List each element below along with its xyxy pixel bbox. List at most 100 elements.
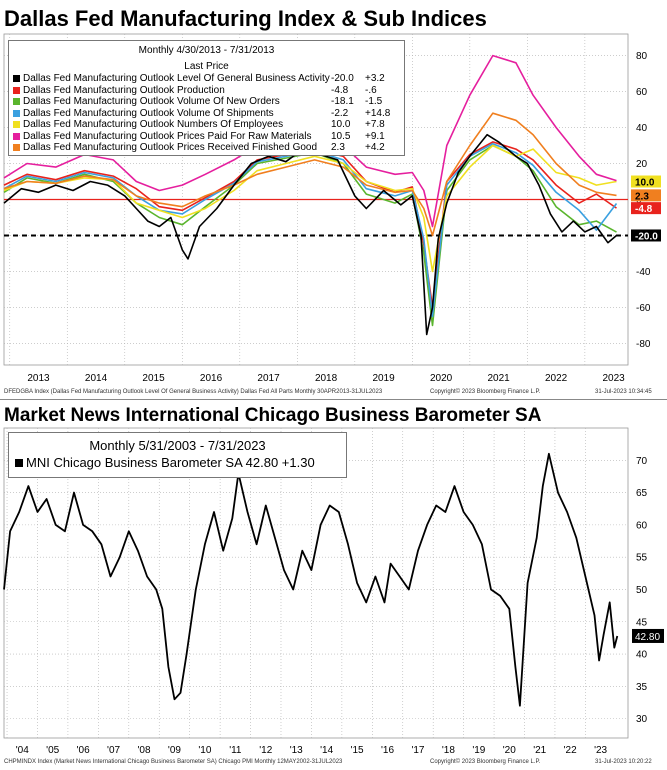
y-tick-label: 60 <box>636 520 648 531</box>
y-tick-label: 55 <box>636 553 648 564</box>
chart-footer-source: DFEDGBA Index (Dallas Fed Manufacturing … <box>4 389 383 395</box>
legend-entry: Dallas Fed Manufacturing Outlook Prices … <box>9 142 404 154</box>
series-line <box>3 112 617 237</box>
y-tick-label: -40 <box>636 267 651 278</box>
y-tick-label: 40 <box>636 123 648 134</box>
legend-entry: Dallas Fed Manufacturing Outlook Product… <box>9 85 404 97</box>
legend-change-value: +14.8 <box>365 107 391 119</box>
x-tick-label: '14 <box>320 745 333 756</box>
legend-entry: Dallas Fed Manufacturing Outlook Prices … <box>9 131 404 143</box>
last-value-tag-box <box>632 628 664 643</box>
chart-footer-source: CHPMINDX Index (Market News Internationa… <box>4 759 343 765</box>
y-tick-label: 45 <box>636 617 648 628</box>
legend-swatch <box>13 98 20 105</box>
x-tick-label: '06 <box>77 745 90 756</box>
x-tick-label: '20 <box>503 745 516 756</box>
legend-swatch <box>13 132 20 140</box>
dallas-fed-panel: Dallas Fed Manufacturing Index & Sub Ind… <box>3 6 661 395</box>
legend-swatch <box>15 459 23 467</box>
legend-last-value: -4.8 <box>331 84 349 96</box>
x-tick-label: 2021 <box>487 373 510 384</box>
legend-series-name: Dallas Fed Manufacturing Outlook Volume … <box>23 96 280 107</box>
legend-change-value: +9.1 <box>365 130 385 142</box>
legend-entry: MNI Chicago Business Barometer SA 42.80 … <box>9 454 346 472</box>
x-tick-label: '17 <box>411 745 424 756</box>
legend-change-value: +3.2 <box>365 73 385 84</box>
x-tick-label: '10 <box>198 745 211 756</box>
x-tick-label: 2018 <box>315 373 338 384</box>
x-tick-label: 2017 <box>257 373 280 384</box>
last-value-tag-text: -20.0 <box>635 231 658 242</box>
chart-title: Market News International Chicago Busine… <box>4 405 542 426</box>
last-value-tag-box <box>631 229 661 242</box>
legend-entry: Dallas Fed Manufacturing Outlook Volume … <box>9 96 404 108</box>
x-tick-label: '13 <box>290 745 303 756</box>
last-value-tag-text: -4.8 <box>635 204 653 215</box>
legend-last-value: 10.0 <box>331 119 351 130</box>
last-value-tag-box <box>631 175 661 188</box>
y-tick-label: -80 <box>636 339 651 350</box>
legend-series-name: Dallas Fed Manufacturing Outlook Prices … <box>23 130 312 142</box>
x-tick-label: 2015 <box>142 373 165 384</box>
legend-last-value: -18.1 <box>331 96 354 107</box>
legend-swatch <box>13 109 20 117</box>
x-tick-label: '19 <box>472 745 485 756</box>
legend-entry: Dallas Fed Manufacturing Outlook Numbers… <box>9 119 404 131</box>
legend-entry: Dallas Fed Manufacturing Outlook Volume … <box>9 108 404 120</box>
legend-change-value: +4.2 <box>365 142 385 153</box>
last-value-tag-text: 10.0 <box>635 178 655 189</box>
legend-last-value: -2.2 <box>331 107 349 119</box>
x-tick-label: '08 <box>137 745 150 756</box>
x-tick-label: '16 <box>381 745 394 756</box>
series-line <box>3 133 618 336</box>
chart-legend: Monthly 5/31/2003 - 7/31/2023 MNI Chicag… <box>8 432 347 478</box>
x-tick-label: '23 <box>594 745 607 756</box>
legend-change-value: -1.5 <box>365 96 383 107</box>
y-tick-label: 30 <box>636 714 648 725</box>
chart-footer-timestamp: 31-Jul-2023 10:34:45 <box>595 389 652 395</box>
last-value-tag: -4.8 <box>631 202 661 215</box>
chicago-pmi-panel: Market News International Chicago Busine… <box>0 399 667 770</box>
y-tick-label: 70 <box>636 456 648 467</box>
y-tick-label: 20 <box>636 159 648 170</box>
legend-last-value: 2.3 <box>331 142 345 153</box>
y-tick-label: 50 <box>636 585 648 596</box>
legend-series-name: Dallas Fed Manufacturing Outlook Prices … <box>23 142 318 153</box>
last-value-tag: 42.80 <box>632 628 664 643</box>
x-tick-label: '18 <box>442 745 455 756</box>
legend-swatch <box>13 86 20 94</box>
chart-footer-timestamp: 31-Jul-2023 10:20:22 <box>595 759 652 765</box>
last-value-tag-box <box>631 189 661 202</box>
chart-footer-copyright: Copyright© 2023 Bloomberg Finance L.P. <box>430 389 541 395</box>
legend-series-name: Dallas Fed Manufacturing Outlook Volume … <box>23 107 274 119</box>
legend-series-name: Dallas Fed Manufacturing Outlook Numbers… <box>23 119 284 130</box>
last-value-tag-text: 42.80 <box>635 632 660 643</box>
x-tick-label: '22 <box>564 745 577 756</box>
y-tick-label: 40 <box>636 650 648 661</box>
last-value-tag: 2.3 <box>631 189 661 202</box>
legend-last-value: -20.0 <box>331 73 354 84</box>
x-tick-label: 2013 <box>27 373 50 384</box>
x-tick-label: 2020 <box>430 373 453 384</box>
chart-footer-copyright: Copyright© 2023 Bloomberg Finance L.P. <box>430 759 541 765</box>
legend-entry: Dallas Fed Manufacturing Outlook Level O… <box>9 73 404 85</box>
x-tick-label: '11 <box>229 745 242 756</box>
x-tick-label: '04 <box>16 745 29 756</box>
chart-title: Dallas Fed Manufacturing Index & Sub Ind… <box>4 6 487 31</box>
legend-change-value: +7.8 <box>365 119 385 130</box>
y-tick-label: 65 <box>636 488 648 499</box>
legend-swatch <box>13 75 20 82</box>
chicago-pmi-chart: 70 65 60 55 50 45 40 35 30 '04 '05 '06 '07 '08 '09 '10 '… <box>3 427 664 756</box>
x-tick-label: 2019 <box>372 373 395 384</box>
series-line <box>3 452 619 707</box>
legend-date-range: Monthly 5/31/2003 - 7/31/2023 <box>89 438 266 453</box>
x-tick-label: '12 <box>259 745 272 756</box>
y-tick-label: 60 <box>636 87 648 98</box>
y-tick-label: 80 <box>636 51 648 62</box>
legend-series-name: Dallas Fed Manufacturing Outlook Product… <box>23 84 225 96</box>
y-tick-label: -60 <box>636 303 651 314</box>
series-line <box>3 54 617 228</box>
x-tick-label: '15 <box>351 745 364 756</box>
x-tick-label: '21 <box>533 745 546 756</box>
x-tick-label: '07 <box>107 745 120 756</box>
